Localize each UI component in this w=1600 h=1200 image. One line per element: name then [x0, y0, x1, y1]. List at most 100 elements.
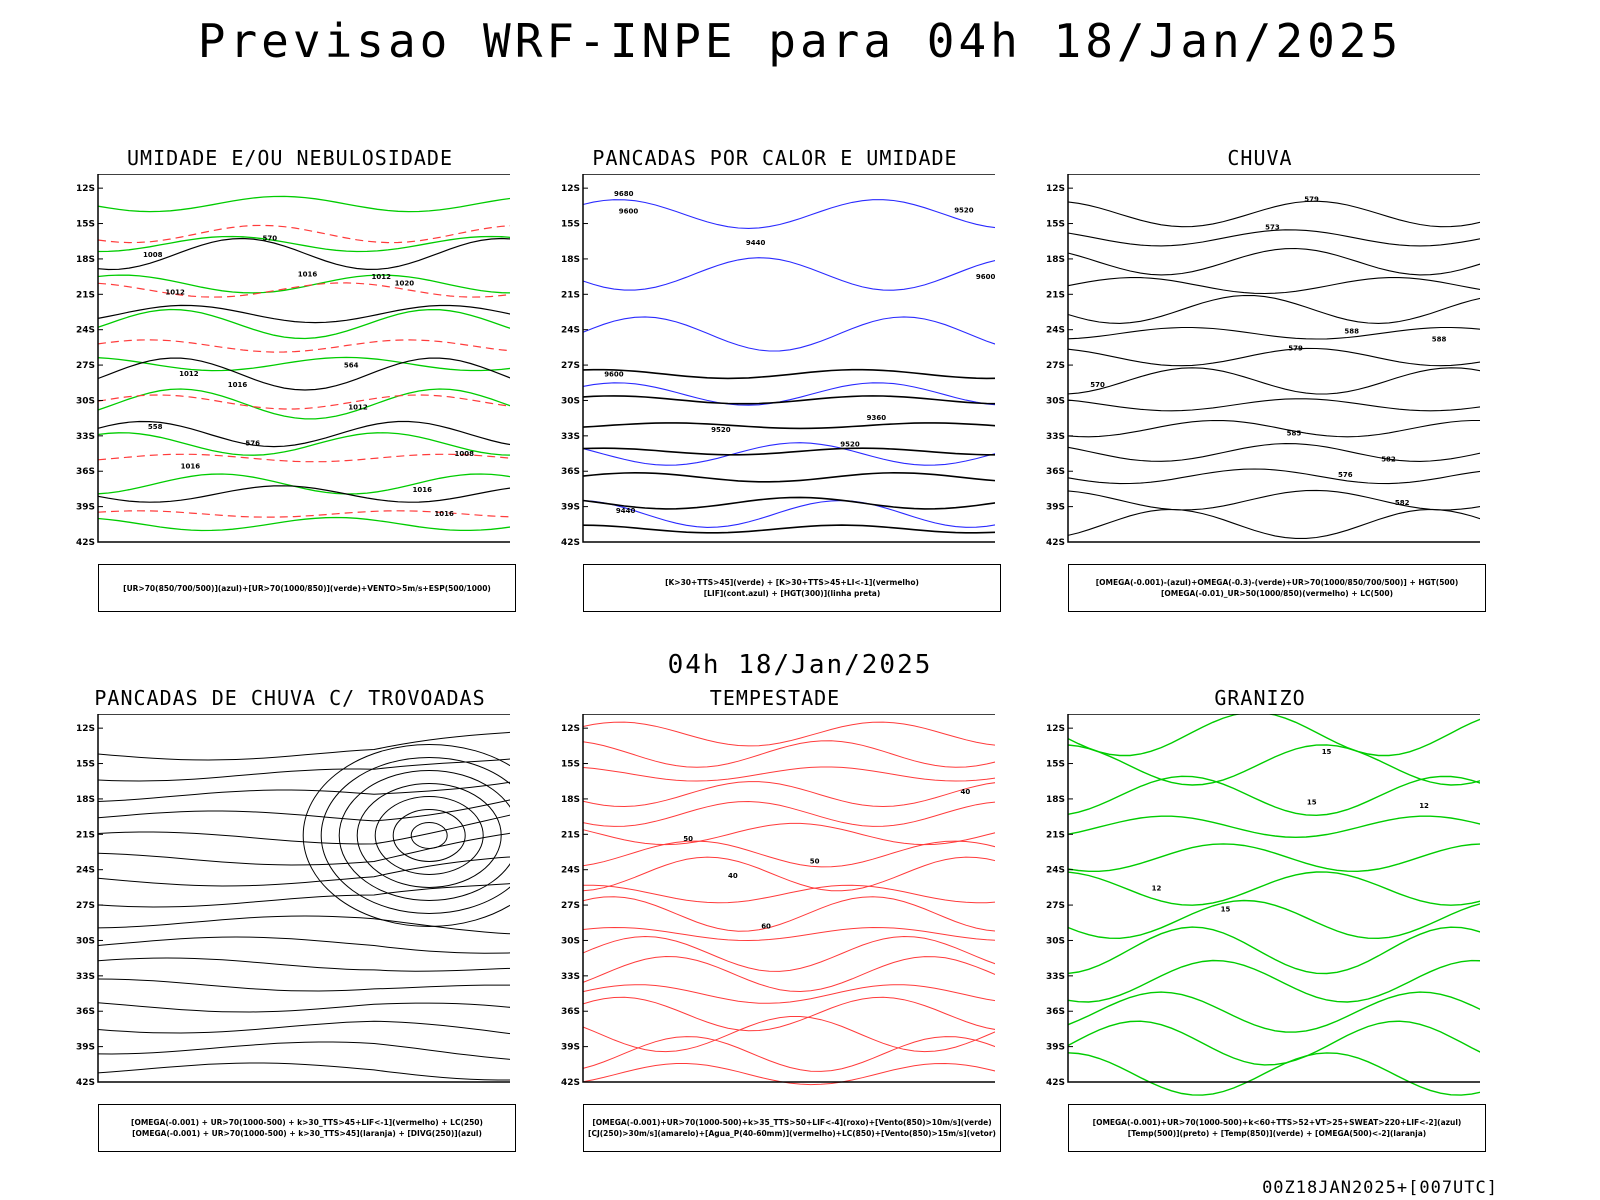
map-umidade: 1016 1012 1012 1008 1008 1012 1016 1016 1020 1016… — [76, 174, 510, 548]
lat-label: 30S — [561, 396, 580, 406]
temp850-contours-line — [1067, 926, 1480, 975]
lat-label: 27S — [76, 361, 95, 371]
green-contours-line — [97, 473, 510, 495]
map-granizo: 15 12 12 15 15 12S 15S 18S 21S 24S 27S 30S 33S 36S 39S… — [1046, 714, 1480, 1096]
streamline — [97, 915, 510, 935]
lat-label: 39S — [561, 1043, 580, 1053]
red-thickness-line — [97, 282, 510, 298]
lat-label: 12S — [561, 184, 580, 194]
lat-label: 33S — [1046, 972, 1065, 982]
legend-box: [OMEGA(-0.001)+UR>70(1000-500)+k<60+TTS>… — [1068, 1104, 1486, 1152]
panel-title: GRANIZO — [1214, 686, 1306, 710]
map-frame — [97, 714, 510, 1083]
main-title: Previsao WRF-INPE para 04h 18/Jan/2025 — [197, 14, 1403, 68]
streamline-loop — [320, 756, 510, 914]
precip-water-contours-line — [582, 800, 995, 827]
map-frame — [582, 174, 995, 543]
contour-label: 50 — [810, 858, 820, 866]
hgt500-contours-line — [1067, 277, 1480, 295]
contour-label: 588 — [1432, 335, 1447, 343]
lif-contours-line — [582, 442, 995, 466]
legend-line: [K>30+TTS>45](verde) + [K>30+TTS>45+LI<-… — [665, 578, 919, 587]
legend-line: [Temp(500)](preto) + [Temp(850)](verde) … — [1127, 1129, 1427, 1138]
map-tempestade: 40 50 60 40 50 12S 15S 18S 21S 24S 27S 30S 33S 36S 39S… — [561, 714, 995, 1088]
precip-water-contours-line — [582, 996, 995, 1032]
lat-label: 27S — [561, 901, 580, 911]
hgt500-contours-line — [1067, 229, 1480, 247]
legend-line: [OMEGA(-0.001)+UR>70(1000-500)+k>35_TTS>… — [592, 1118, 992, 1127]
pressure-isobars — [97, 237, 510, 503]
contour-label: 1012 — [372, 273, 392, 281]
lat-label: 18S — [76, 795, 95, 805]
lat-label: 42S — [561, 538, 580, 548]
lat-label: 24S — [76, 866, 95, 876]
lif-contours-line — [582, 500, 995, 528]
precip-water-contours-line — [583, 884, 995, 904]
lat-label: 12S — [1046, 724, 1065, 734]
lat-label: 36S — [561, 467, 580, 477]
hgt500-contours-line — [1067, 294, 1480, 324]
legend-line: [OMEGA(-0.001) + UR>70(1000-500) + k>30_… — [132, 1129, 482, 1138]
middle-title: 04h 18/Jan/2025 — [667, 650, 933, 680]
temp850-contours-line — [1067, 991, 1480, 1033]
streamline — [97, 731, 510, 761]
contour-label: 1016 — [181, 463, 201, 471]
pressure-isobars-line — [97, 237, 510, 271]
lif-contours-line — [582, 382, 995, 406]
lat-label: 21S — [76, 290, 95, 300]
contour-label: 9680 — [614, 190, 634, 198]
temp850-contours-line — [1067, 714, 1480, 757]
panel-chuva: CHUVA 588 585 582 579 576 573 570 588 582 579 12S 1… — [1040, 146, 1486, 621]
hgt500-contours-line — [1067, 326, 1480, 340]
pressure-isobars-line — [97, 357, 510, 391]
red-thickness-line — [97, 339, 510, 353]
legend-line: [OMEGA(-0.001) + UR>70(1000-500) + k>30_… — [131, 1118, 483, 1127]
hgt-contours-line — [582, 471, 995, 483]
red-thickness — [97, 224, 510, 518]
precip-water-contours-line — [582, 935, 995, 972]
map-frame — [1067, 714, 1480, 1083]
temp850-contours-line — [1067, 899, 1480, 940]
contour-label: 40 — [728, 872, 738, 880]
contour-label: 50 — [683, 835, 693, 843]
legend-box: [OMEGA(-0.001)+UR>70(1000-500)+k>35_TTS>… — [583, 1104, 1001, 1152]
map-trovoadas: 12S15S18S21S24S27S30S33S36S39S42S70W65W6… — [76, 714, 510, 1088]
contour-label: 15 — [1322, 748, 1332, 756]
lat-label: 36S — [76, 467, 95, 477]
lat-label: 18S — [561, 255, 580, 265]
lat-label: 27S — [1046, 901, 1065, 911]
lif-contours-line — [582, 316, 995, 352]
green-contours-line — [97, 308, 510, 340]
lat-label: 33S — [1046, 432, 1065, 442]
lat-label: 24S — [561, 866, 580, 876]
green-contours-line — [97, 356, 510, 372]
hgt500-contours-line — [1067, 367, 1480, 395]
lat-label: 30S — [561, 936, 580, 946]
contour-label: 9600 — [604, 370, 624, 378]
contour-label: 1016 — [434, 510, 454, 518]
contour-label: 40 — [961, 788, 971, 796]
hgt-contours-line — [582, 395, 995, 405]
lat-label: 30S — [76, 396, 95, 406]
lat-label: 15S — [76, 220, 95, 230]
precip-water-contours-line — [582, 1016, 995, 1053]
contour-label: 579 — [1288, 345, 1303, 353]
precip-water-contours-line — [582, 781, 995, 808]
lat-label: 42S — [1046, 538, 1065, 548]
contour-label: 570 — [263, 235, 278, 243]
green-contours-line — [97, 274, 510, 294]
lif-contours — [582, 199, 995, 528]
lat-label: 39S — [1046, 503, 1065, 513]
legend-box: [OMEGA(-0.001)-(azul)+OMEGA(-0.3)-(verde… — [1068, 564, 1486, 612]
streamline — [97, 814, 510, 845]
legend-box: [K>30+TTS>45](verde) + [K>30+TTS>45+LI<-… — [583, 564, 1001, 612]
contour-label: 1008 — [455, 450, 475, 458]
streamline — [97, 978, 510, 992]
contour-label: 1012 — [179, 370, 199, 378]
green-contours — [97, 195, 510, 532]
legend-box: [UR>70(850/700/500)](azul)+[UR>70(1000/8… — [98, 564, 516, 612]
map-frame — [582, 714, 995, 1083]
legend-line: [OMEGA(-0.01)_UR>50(1000/850)(vermelho) … — [1160, 589, 1394, 598]
map-background — [583, 714, 995, 1082]
contour-label: 1008 — [143, 251, 163, 259]
